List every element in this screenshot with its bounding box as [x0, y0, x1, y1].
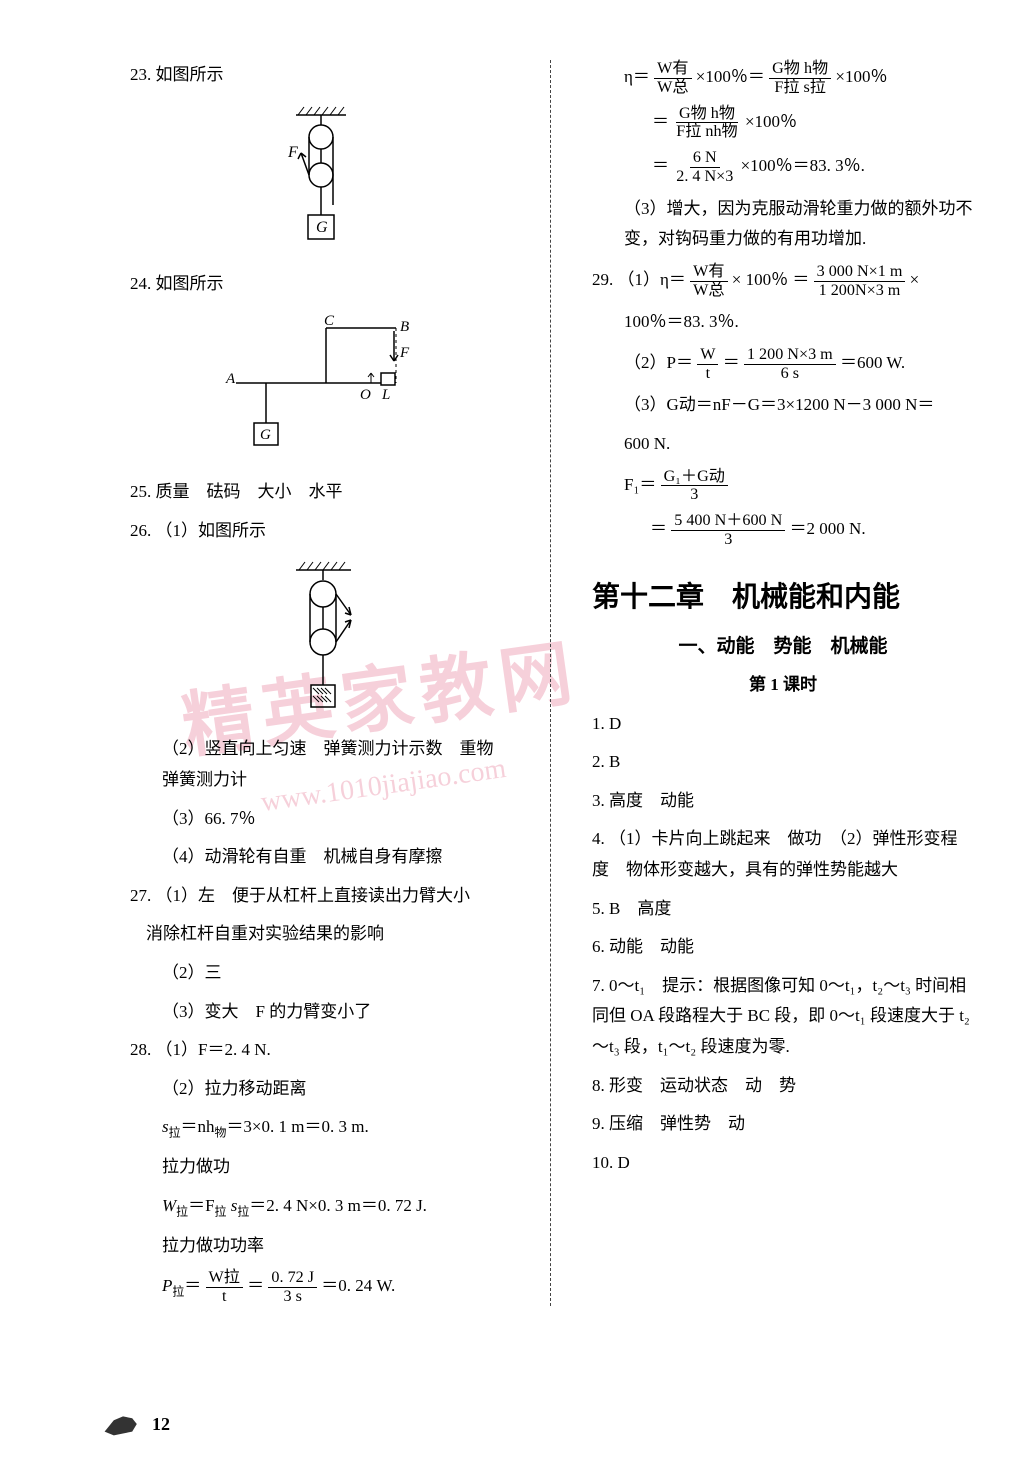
- q28-p2e: 拉力做功功率: [130, 1231, 512, 1262]
- q29-p3: （3）G动＝nF－G＝3×1200 N－3 000 N＝: [592, 390, 974, 421]
- q29-p4: F₁＝ G₁＋G动3: [592, 468, 974, 505]
- fig23-F: F: [287, 144, 298, 161]
- q28-p2b: s拉＝nh物＝3×0. 1 m＝0. 3 m.: [130, 1112, 512, 1144]
- fig24-O: O: [360, 387, 371, 403]
- eta-line1: η＝ W有W总 ×100％＝ G物 h物F拉 s拉 ×100％: [592, 60, 974, 97]
- fig23-svg: F G: [276, 105, 366, 255]
- dolphin-icon: [100, 1405, 146, 1443]
- fig24-F: F: [399, 345, 410, 361]
- q29-p3b: 600 N.: [592, 429, 974, 460]
- right-p3: （3）增大，因为克服动滑轮重力做的额外功不变，对钩码重力做的有用功增加.: [592, 194, 974, 255]
- a2: 2. B: [592, 747, 974, 778]
- fig26-wrap: [130, 560, 512, 720]
- fig24-B: B: [400, 319, 409, 335]
- eta-line2: ＝ G物 h物F拉 nh物 ×100％: [592, 105, 974, 142]
- q28-p2a: （2）拉力移动距离: [130, 1074, 512, 1105]
- right-column: η＝ W有W总 ×100％＝ G物 h物F拉 s拉 ×100％ ＝ G物 h物F…: [592, 60, 974, 1306]
- q27-p3: （3）变大 F 的力臂变小了: [130, 997, 512, 1028]
- q29-p1d: 100％＝83. 3％.: [592, 307, 974, 338]
- q28-label: 28. （1）F＝2. 4 N.: [130, 1035, 512, 1066]
- left-column: 23. 如图所示: [130, 60, 512, 1306]
- q26-p4: （4）动滑轮有自重 机械自身有摩擦: [130, 842, 512, 873]
- q29-p5: ＝ 5 400 N＋600 N3 ＝2 000 N.: [592, 512, 974, 549]
- q29-p1: 29. （1）η＝ W有W总 × 100％ ＝ 3 000 N×1 m1 200…: [592, 263, 974, 300]
- fig24-G: G: [260, 427, 271, 443]
- page-badge: 12: [100, 1405, 170, 1443]
- fig24-C: C: [324, 313, 335, 329]
- q28-p2f: P拉＝ W拉t ＝ 0. 72 J3 s ＝0. 24 W.: [130, 1269, 512, 1306]
- a4: 4. （1）卡片向上跳起来 做功 （2）弹性形变程度 物体形变越大，具有的弹性势…: [592, 824, 974, 885]
- fig24-wrap: C B F A O L G: [130, 313, 512, 463]
- q25-label: 25. 质量 砝码 大小 水平: [130, 477, 512, 508]
- q26-p3: （3）66. 7％: [130, 804, 512, 835]
- fig24-svg: C B F A O L G: [206, 313, 436, 463]
- content-columns: 23. 如图所示: [130, 60, 974, 1306]
- q26-p2: （2）竖直向上匀速 弹簧测力计示数 重物 弹簧测力计: [130, 734, 512, 795]
- q27-p2: （2）三: [130, 958, 512, 989]
- a3: 3. 高度 动能: [592, 786, 974, 817]
- eta-line3: ＝ 6 N2. 4 N×3 ×100％＝83. 3％.: [592, 149, 974, 186]
- q27-label: 27. （1）左 便于从杠杆上直接读出力臂大小: [130, 881, 512, 912]
- fig24-A: A: [225, 371, 236, 387]
- column-divider: [550, 60, 551, 1306]
- q26-label: 26. （1）如图所示: [130, 516, 512, 547]
- q28-p2d: W拉＝F拉 s拉＝2. 4 N×0. 3 m＝0. 72 J.: [130, 1191, 512, 1223]
- chapter-title: 第十二章 机械能和内能: [592, 575, 974, 615]
- a9: 9. 压缩 弹性势 动: [592, 1109, 974, 1140]
- a10: 10. D: [592, 1148, 974, 1179]
- fig24-L: L: [381, 387, 390, 403]
- a1: 1. D: [592, 709, 974, 740]
- a7: 7. 0～t₁ 提示：根据图像可知 0～t₁，t₂～t₃ 时间相同但 OA 段路…: [592, 971, 974, 1063]
- fig23-G: G: [316, 219, 328, 236]
- lesson-title: 第 1 课时: [592, 670, 974, 695]
- a8: 8. 形变 运动状态 动 势: [592, 1071, 974, 1102]
- a5: 5. B 高度: [592, 894, 974, 925]
- q28-p2c: 拉力做功: [130, 1152, 512, 1183]
- fig26-svg: [271, 560, 371, 720]
- q29-p2: （2）P＝ Wt ＝ 1 200 N×3 m6 s ＝600 W.: [592, 346, 974, 383]
- q24-label: 24. 如图所示: [130, 269, 512, 300]
- page-number: 12: [152, 1414, 170, 1435]
- q23-label: 23. 如图所示: [130, 60, 512, 91]
- section-title: 一、动能 势能 机械能: [592, 631, 974, 658]
- a6: 6. 动能 动能: [592, 932, 974, 963]
- q27-p1b: 消除杠杆自重对实验结果的影响: [130, 919, 512, 950]
- fig23-wrap: F G: [130, 105, 512, 255]
